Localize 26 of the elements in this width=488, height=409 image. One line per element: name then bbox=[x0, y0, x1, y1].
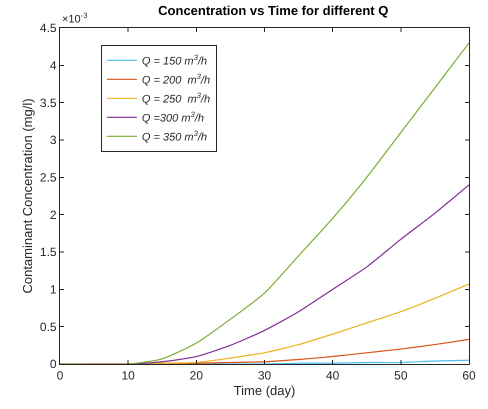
legend-label: Q = 150 m$^{3}$/h bbox=[142, 52, 208, 68]
line-series bbox=[60, 42, 469, 364]
x-tick-label: 50 bbox=[394, 368, 408, 382]
legend-label: Q = 250 m$^{3}$/h bbox=[142, 90, 210, 106]
y-tick-label: 1 bbox=[50, 282, 57, 297]
y-axis-title: Contaminant Concentration (mg/l) bbox=[20, 98, 35, 294]
x-tick-label: 60 bbox=[462, 368, 476, 382]
x-tick-label: 30 bbox=[258, 368, 272, 382]
y-tick-label: 0 bbox=[50, 357, 57, 372]
legend-label: Q =300 m$^{3}$/h bbox=[142, 110, 204, 125]
legend-label: Q = 350 m$^{3}$/h bbox=[142, 128, 208, 144]
legend-label: Q = 200 m$^{3}$/h bbox=[142, 72, 210, 87]
chart-title: Concentration vs Time for different Q bbox=[158, 3, 388, 18]
x-tick-label: 10 bbox=[121, 368, 136, 382]
x-tick-label: 20 bbox=[190, 368, 204, 382]
y-tick-label: 2 bbox=[50, 208, 57, 222]
y-tick-label: 2.5 bbox=[40, 170, 57, 185]
text: ×10$^{-3}$ bbox=[62, 11, 88, 26]
y-tick-label: 4 bbox=[50, 58, 57, 73]
y-tick-label: 1.5 bbox=[40, 245, 57, 260]
y-tick-label: 4.5 bbox=[40, 21, 57, 36]
x-axis-title: Time (day) bbox=[234, 383, 296, 398]
x-tick-label: 40 bbox=[326, 368, 340, 382]
y-tick-label: 3.5 bbox=[40, 96, 57, 110]
y-tick-label: 3 bbox=[50, 133, 57, 148]
y-tick-label: 0.5 bbox=[40, 320, 57, 334]
